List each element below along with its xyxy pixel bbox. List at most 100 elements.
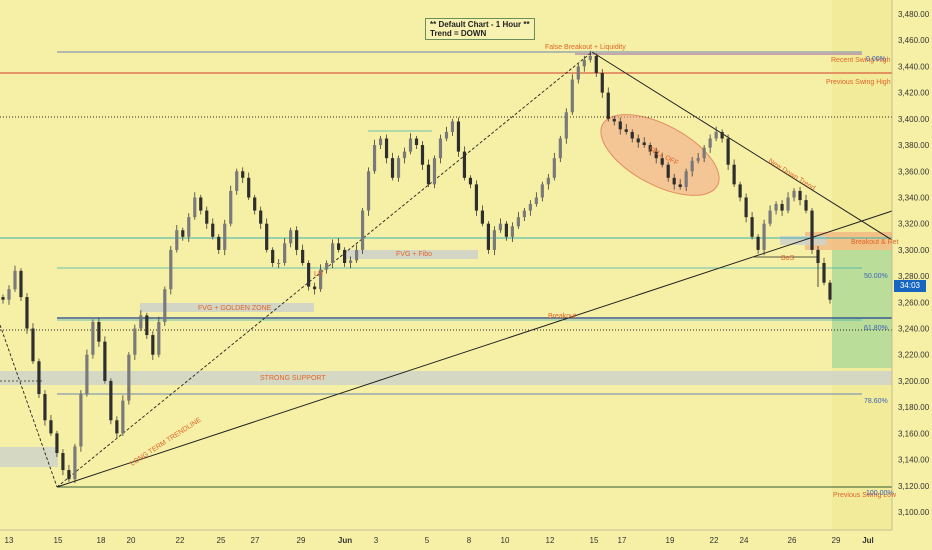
y-tick-label: 3,140.00 (898, 456, 930, 465)
fvg-fibo-label: FVG + Fibo (396, 251, 432, 258)
breakout-retest-zone (805, 232, 892, 250)
candle-body (336, 243, 341, 250)
candle-body (25, 297, 29, 329)
candle-body (235, 171, 239, 191)
target-projection-zone (832, 250, 892, 368)
candle-body (402, 151, 407, 159)
long-term-trendline (56, 210, 893, 488)
candle-body (127, 354, 131, 401)
candle-body (85, 354, 89, 395)
candle-body (271, 249, 275, 263)
strong-support-label: STRONG SUPPORT (260, 375, 326, 382)
candle-body (414, 138, 419, 146)
candle-body (205, 210, 209, 224)
x-tick-label: 17 (618, 536, 627, 545)
left-support-zone (0, 447, 58, 467)
candle-body (372, 145, 377, 172)
candle-body (714, 131, 718, 139)
candle-body (426, 164, 431, 185)
candle-body (480, 210, 485, 224)
candle-body (49, 420, 53, 434)
candle-body (768, 210, 772, 224)
candle-body (690, 160, 694, 172)
x-tick-label: 22 (710, 536, 719, 545)
y-tick-label: 3,400.00 (898, 115, 930, 124)
candle-body (325, 263, 329, 270)
candle-body (516, 217, 520, 227)
y-tick-label: 3,440.00 (898, 62, 930, 71)
candle-body (654, 151, 658, 159)
candle-body (181, 230, 185, 237)
strong-support-zone (0, 371, 892, 385)
x-tick-label: 13 (5, 536, 14, 545)
candle-body (552, 158, 556, 178)
candle-body (265, 223, 269, 250)
candle-body (133, 328, 137, 355)
candle-body (157, 321, 161, 355)
dashed-fall-trendline (0, 324, 58, 488)
candle-body (253, 197, 257, 211)
candle-body (378, 138, 383, 146)
x-tick-label: 22 (176, 536, 185, 545)
candle-body (13, 270, 17, 290)
candle-body (366, 171, 371, 211)
candle-body (438, 138, 443, 159)
y-tick-label: 3,220.00 (898, 351, 930, 360)
candle-body (384, 138, 389, 159)
candle-body (678, 184, 682, 187)
current-price-tag: 34:03 (894, 280, 926, 292)
candle-body (169, 249, 173, 290)
candle-body (163, 289, 167, 322)
candle-body (624, 129, 628, 132)
y-tick-label: 3,420.00 (898, 89, 930, 98)
y-tick-label: 3,160.00 (898, 429, 930, 438)
candle-body (342, 249, 347, 263)
candle-body (828, 282, 832, 300)
false-breakout-label: False Breakout + Liquidity (545, 44, 626, 51)
candle-body (618, 121, 622, 130)
y-tick-label: 3,120.00 (898, 482, 930, 491)
candle-body (79, 394, 83, 447)
x-tick-label: Jun (338, 536, 352, 545)
candle-body (486, 223, 491, 250)
x-tick-label: 20 (127, 536, 136, 545)
candle-body (762, 223, 766, 250)
x-tick-label: 5 (425, 536, 430, 545)
candle-body (540, 184, 544, 198)
fvg-golden-zone-label: FVG + GOLDEN ZONE (198, 305, 272, 312)
candle-body (295, 230, 299, 250)
candle-body (67, 470, 71, 480)
x-tick-label: 3 (374, 536, 379, 545)
y-tick-label: 3,380.00 (898, 141, 930, 150)
y-tick-label: 3,240.00 (898, 325, 930, 334)
y-tick-label: 3,200.00 (898, 377, 930, 386)
y-tick-label: 3,480.00 (898, 10, 930, 19)
y-tick-label: 3,260.00 (898, 298, 930, 307)
y-tick-label: 3,460.00 (898, 36, 930, 45)
previous-swing-high-label: Previous Swing High (826, 79, 891, 86)
candle-body (444, 131, 449, 139)
fvg-fibo-zone (346, 250, 478, 259)
candle-body (798, 190, 802, 201)
x-tick-label: 15 (590, 536, 599, 545)
candle-body (241, 171, 245, 178)
candle-body (31, 328, 35, 362)
candle-body (139, 315, 143, 329)
candle-body (630, 131, 634, 139)
fvg-golden-zone (140, 303, 314, 312)
candle-body (61, 453, 65, 471)
candle-body (217, 236, 221, 250)
candle-body (175, 230, 179, 250)
candle-body (43, 394, 47, 421)
sell-off-ellipse (600, 114, 720, 196)
candle-body (474, 184, 479, 211)
bos-label: BoS (781, 255, 795, 262)
candle-body (7, 289, 11, 300)
candle-body (277, 263, 281, 264)
fib-100-label: 100.00% (866, 490, 894, 497)
candle-body (534, 197, 538, 205)
candle-body (109, 380, 113, 421)
x-tick-label: 25 (217, 536, 226, 545)
